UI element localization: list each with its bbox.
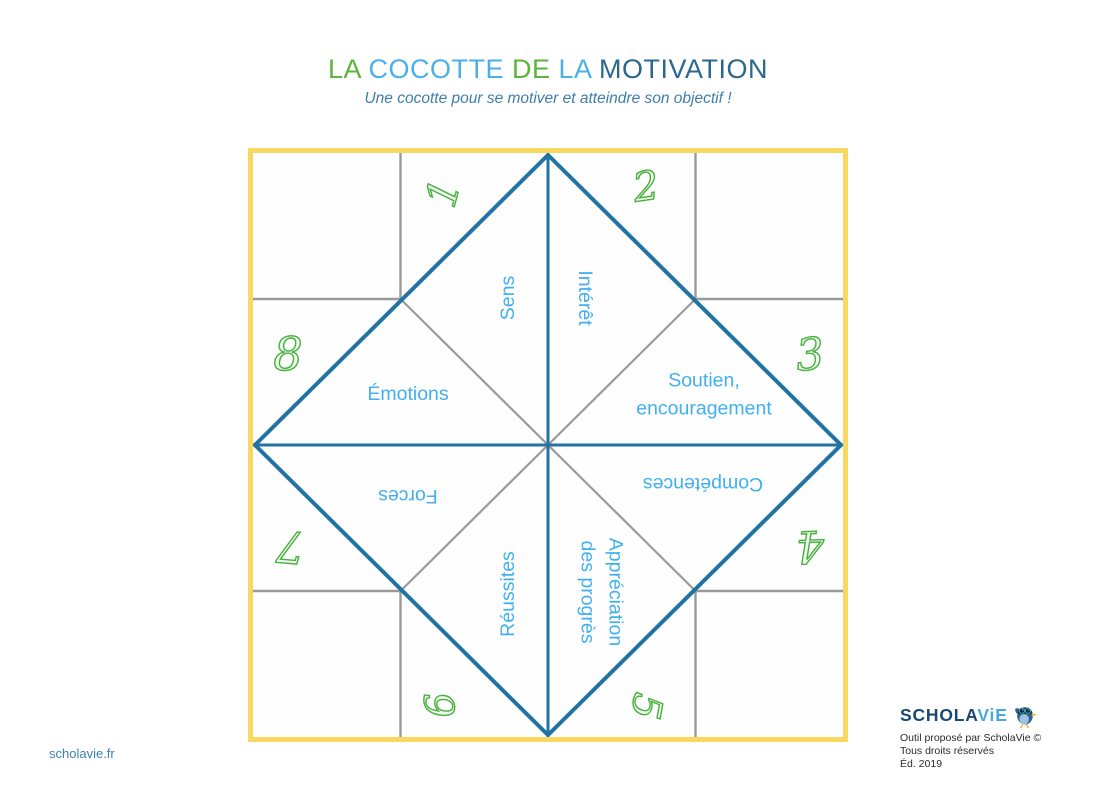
panel-label-competences: Compétences [642,473,764,496]
corner-number-6: 6 [416,690,466,721]
scholavie-logo: SCHOLAViE [900,702,1080,728]
corner-number-3: 3 [793,328,827,383]
corner-number-4: 4 [794,519,825,572]
title-segment: DE [511,54,559,84]
title-segment: LA [558,54,600,84]
panel-label-emotions: Émotions [367,382,449,405]
title-segment: MOTIVATION [599,54,769,84]
credits-block: SCHOLAViE Outil proposé par ScholaVie © … [900,702,1080,771]
scholavie-link[interactable]: scholavie.fr [49,746,115,761]
page-title: LA COCOTTE DE LA MOTIVATION [0,54,1096,84]
center-cross-lines [253,153,843,737]
panel-label-reussites: Réussites [496,551,519,637]
logo-wordmark: SCHOLAViE [900,705,1008,725]
diamond-fold-lines [253,153,843,737]
bird-mascot-icon [1014,707,1037,728]
panel-label-soutien: Soutien, encouragement [636,369,772,420]
panel-label-forces: Forces [378,485,438,508]
panel-label-appreciation: Appréciation des progrès [576,537,627,647]
title-segment: COCOTTE [368,54,512,84]
title-segment: LA [327,54,369,84]
credit-lines: Outil proposé par ScholaVie © Tous droit… [900,732,1042,770]
cocotte-template: Sens Intérêt Émotions Soutien, encourage… [248,148,848,742]
corner-number-7: 7 [274,519,308,574]
header: LA COCOTTE DE LA MOTIVATION Une cocotte … [0,54,1096,108]
panel-label-interet: Intérêt [574,270,597,326]
corner-fold-lines [253,153,843,737]
panel-label-sens: Sens [496,275,519,321]
corner-number-8: 8 [273,326,304,381]
diagonal-fold-lines [399,298,697,592]
subtitle: Une cocotte pour se motiver et atteindre… [364,90,732,107]
fold-lines [253,153,843,737]
